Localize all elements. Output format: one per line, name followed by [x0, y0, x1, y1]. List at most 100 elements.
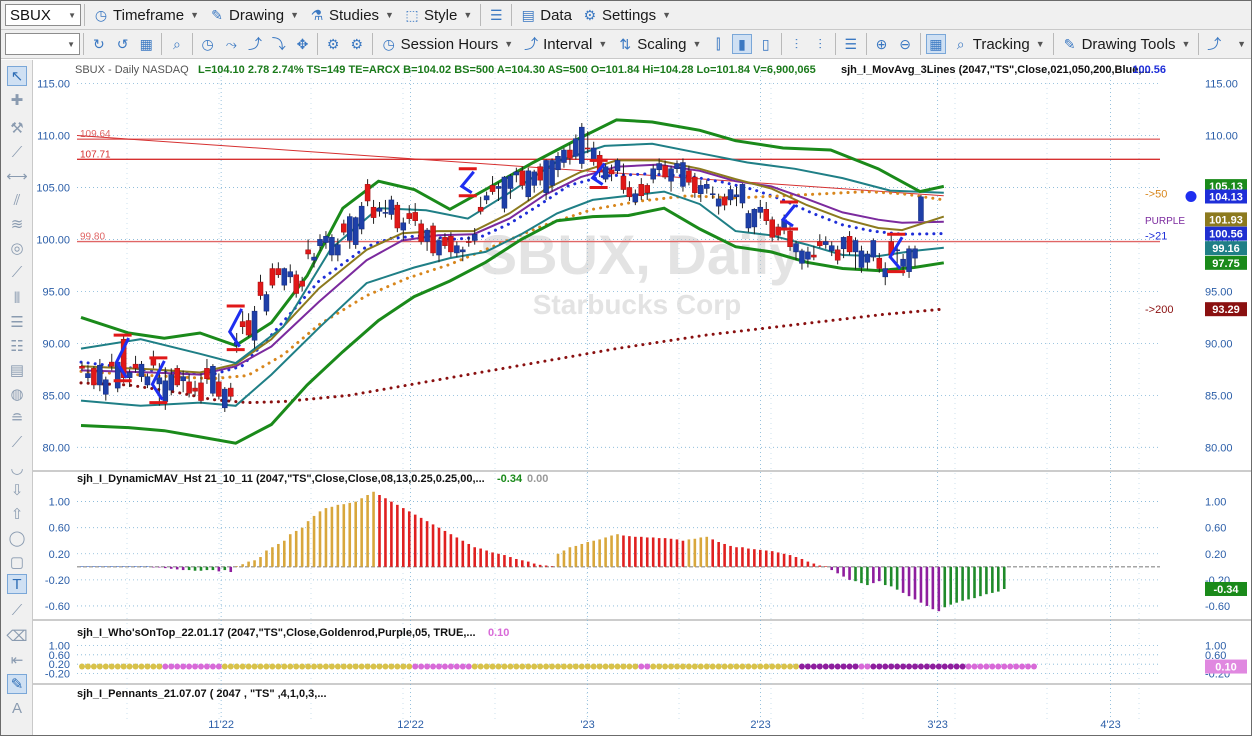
chart-background: [33, 60, 1251, 735]
speed-lines-icon[interactable]: ⟋: [11, 433, 23, 451]
interval-field[interactable]: ▼: [5, 33, 81, 55]
horizontal-line-icon[interactable]: ⟷: [6, 168, 28, 185]
hollow-candle-icon[interactable]: ▯: [761, 35, 770, 52]
ohlc-2-icon[interactable]: ⫶: [818, 35, 822, 52]
wot-dot: [1001, 663, 1008, 670]
grid-icon[interactable]: ▦: [139, 35, 153, 52]
chevron-down-icon: ▼: [290, 10, 299, 20]
candle-body: [388, 199, 395, 215]
collapse-icon[interactable]: ⇤: [10, 652, 24, 669]
wrench-icon[interactable]: ⚒: [10, 120, 24, 137]
tracking-menu[interactable]: ⌕ Tracking ▼: [948, 33, 1050, 55]
search-icon: ⌕: [956, 36, 965, 52]
wot-dot: [566, 663, 573, 670]
highlighter-icon[interactable]: ✎: [7, 674, 27, 694]
candle-body: [335, 244, 341, 256]
refresh-icon[interactable]: ↻: [92, 35, 105, 52]
pane3-title: sjh_I_Who'sOnTop_22.01.17 (2047,"TS",Clo…: [77, 627, 476, 639]
rectangle-icon[interactable]: ▢: [9, 554, 25, 571]
wot-dot: [525, 663, 532, 670]
chart-tool-2-icon[interactable]: ⤵: [271, 36, 286, 52]
candle-body: [656, 163, 662, 171]
retracement-icon[interactable]: ▤: [9, 362, 25, 379]
candle-body: [341, 223, 347, 233]
price-tag: [1205, 226, 1247, 241]
settings-menu[interactable]: ⚙ Settings ▼: [577, 4, 676, 26]
gear-2-icon[interactable]: ⚙: [350, 35, 364, 52]
fibonacci-icon[interactable]: ☰: [10, 314, 24, 331]
drawing-menu[interactable]: ✎ Drawing ▼: [204, 4, 304, 26]
bar-chart-icon[interactable]: ⫿: [716, 35, 721, 52]
candle-body: [757, 206, 764, 213]
wot-dot: [846, 663, 853, 670]
fib-extension-icon[interactable]: ☷: [10, 338, 24, 355]
drawing-tool-icon[interactable]: ⤳: [225, 35, 237, 52]
wot-dot: [108, 663, 115, 670]
text-tool-icon[interactable]: T: [7, 574, 27, 594]
channel-icon[interactable]: ⫽: [13, 191, 21, 209]
arrow-down-icon[interactable]: ⇩: [10, 482, 24, 499]
chart-line-icon[interactable]: ⤴: [1207, 36, 1222, 52]
wot-dot: [531, 663, 538, 670]
clock-icon[interactable]: ◷: [201, 35, 214, 52]
interval-menu[interactable]: ⤴ Interval ▼: [518, 33, 612, 55]
spiral-icon[interactable]: ◍: [10, 386, 24, 403]
layout-icon[interactable]: ☰: [489, 6, 503, 23]
drawing-tools-menu[interactable]: ✎ Drawing Tools ▼: [1057, 33, 1196, 55]
arc-icon[interactable]: ◡: [10, 460, 24, 477]
toolbar-divider: [83, 33, 84, 55]
candle-body: [109, 361, 115, 367]
wot-dot: [959, 663, 966, 670]
scaling-menu[interactable]: ⇅ Scaling ▼: [612, 33, 706, 55]
candle-body: [394, 204, 401, 229]
more-menu[interactable]: ▼: [1226, 33, 1251, 55]
data-window-icon[interactable]: ▦: [925, 34, 946, 54]
candle-body: [156, 377, 163, 385]
data-menu[interactable]: ▤ Data: [515, 4, 577, 26]
wot-dot: [626, 663, 633, 670]
candle-body: [448, 236, 454, 253]
zoom-icon[interactable]: ⌕: [173, 35, 181, 52]
candlestick-icon[interactable]: ▮: [732, 34, 752, 54]
crosshair-icon[interactable]: ✚: [10, 92, 24, 109]
gear-icon[interactable]: ⚙: [326, 35, 340, 52]
vertical-lines-icon[interactable]: ⦀: [13, 289, 21, 307]
wot-dot: [507, 663, 514, 670]
parallel-icon[interactable]: ≋: [10, 216, 24, 233]
pointer-icon[interactable]: ↖: [7, 66, 27, 86]
circle-tool-icon[interactable]: ◎: [10, 240, 24, 257]
wot-dot: [370, 663, 377, 670]
candle-body: [311, 256, 317, 261]
style-menu[interactable]: ⬚ Style ▼: [399, 4, 477, 26]
candle-body: [406, 213, 412, 219]
wot-dot: [150, 663, 157, 670]
studies-menu[interactable]: ⚗ Studies ▼: [304, 4, 399, 26]
chart-tool-icon[interactable]: ⤴: [248, 36, 263, 52]
candle-body: [906, 248, 912, 272]
line-tool-icon[interactable]: ⟋: [11, 601, 23, 619]
timeframe-menu[interactable]: ◷ Timeframe ▼: [88, 4, 204, 26]
refresh-all-icon[interactable]: ↺: [116, 35, 129, 52]
trendline-icon[interactable]: ⟋: [11, 143, 23, 161]
candle-body: [275, 268, 282, 276]
ohlc-icon[interactable]: ⫶: [794, 35, 799, 52]
symbol-field[interactable]: SBUX ▼: [5, 4, 81, 26]
zoom-in-icon[interactable]: ⊕: [875, 35, 888, 52]
zoom-out-icon[interactable]: ⊖: [899, 35, 912, 52]
wot-dot: [834, 663, 841, 670]
layout-icon[interactable]: ☰: [844, 35, 858, 52]
candle-body: [192, 387, 198, 392]
candle-body: [858, 250, 865, 268]
chevron-down-icon: ▼: [1237, 39, 1247, 49]
eraser-icon[interactable]: ⌫: [6, 628, 28, 645]
text-annotation-icon[interactable]: A: [11, 699, 22, 717]
ellipse-icon[interactable]: ◯: [8, 530, 26, 547]
ruler-icon[interactable]: ⟋: [11, 263, 23, 281]
candle-body: [460, 249, 466, 253]
arrow-up-icon[interactable]: ⇧: [10, 506, 24, 523]
crosshair-icon[interactable]: ✥: [296, 35, 309, 52]
chart-area[interactable]: SBUX, Daily Starbucks Corp 109.64107.719…: [33, 60, 1251, 735]
wot-dot: [816, 663, 823, 670]
fan-icon[interactable]: ≘: [10, 410, 24, 427]
session-hours-menu[interactable]: ◷ Session Hours ▼: [376, 33, 518, 55]
